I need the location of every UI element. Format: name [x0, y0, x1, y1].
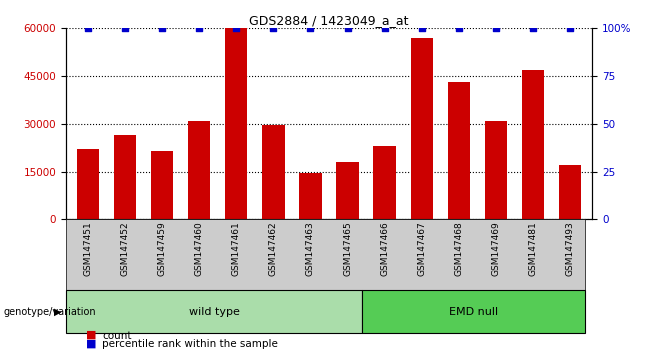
- Point: [453, 25, 464, 31]
- Bar: [411, 38, 433, 219]
- Text: wild type: wild type: [189, 307, 240, 316]
- Point: [528, 25, 538, 31]
- Point: [417, 25, 427, 31]
- Point: [194, 25, 205, 31]
- Point: [342, 25, 353, 31]
- Text: GSM147493: GSM147493: [565, 222, 574, 276]
- Text: percentile rank within the sample: percentile rank within the sample: [102, 339, 278, 349]
- Text: GSM147463: GSM147463: [306, 222, 315, 276]
- Bar: [447, 82, 470, 219]
- Bar: [77, 149, 99, 219]
- Text: GSM147468: GSM147468: [454, 222, 463, 276]
- Bar: [485, 121, 507, 219]
- Text: GSM147452: GSM147452: [120, 222, 130, 276]
- Point: [268, 25, 278, 31]
- Bar: [114, 135, 136, 219]
- Text: ▶: ▶: [54, 307, 61, 316]
- Bar: [559, 165, 581, 219]
- Text: ■: ■: [86, 339, 96, 349]
- Bar: [336, 162, 359, 219]
- Text: genotype/variation: genotype/variation: [3, 307, 96, 316]
- Text: GSM147459: GSM147459: [158, 222, 166, 276]
- Text: GSM147481: GSM147481: [528, 222, 538, 276]
- Point: [565, 25, 575, 31]
- Point: [491, 25, 501, 31]
- Point: [157, 25, 167, 31]
- Text: GSM147462: GSM147462: [269, 222, 278, 276]
- Bar: [374, 146, 395, 219]
- Text: GSM147461: GSM147461: [232, 222, 241, 276]
- Text: GSM147469: GSM147469: [492, 222, 500, 276]
- Text: count: count: [102, 331, 132, 341]
- Bar: [522, 70, 544, 219]
- Point: [380, 25, 390, 31]
- Title: GDS2884 / 1423049_a_at: GDS2884 / 1423049_a_at: [249, 14, 409, 27]
- Point: [231, 25, 241, 31]
- Text: EMD null: EMD null: [449, 307, 498, 316]
- Bar: [299, 173, 322, 219]
- Text: GSM147451: GSM147451: [84, 222, 93, 276]
- Bar: [66, 290, 363, 333]
- FancyBboxPatch shape: [66, 219, 585, 290]
- Bar: [225, 28, 247, 219]
- Bar: [151, 151, 173, 219]
- Text: GSM147466: GSM147466: [380, 222, 389, 276]
- Text: GSM147465: GSM147465: [343, 222, 352, 276]
- Bar: [188, 121, 211, 219]
- Text: GSM147460: GSM147460: [195, 222, 204, 276]
- Bar: [363, 290, 585, 333]
- Bar: [263, 126, 284, 219]
- Point: [120, 25, 130, 31]
- Text: ■: ■: [86, 330, 96, 340]
- Text: GSM147467: GSM147467: [417, 222, 426, 276]
- Point: [305, 25, 316, 31]
- Point: [83, 25, 93, 31]
